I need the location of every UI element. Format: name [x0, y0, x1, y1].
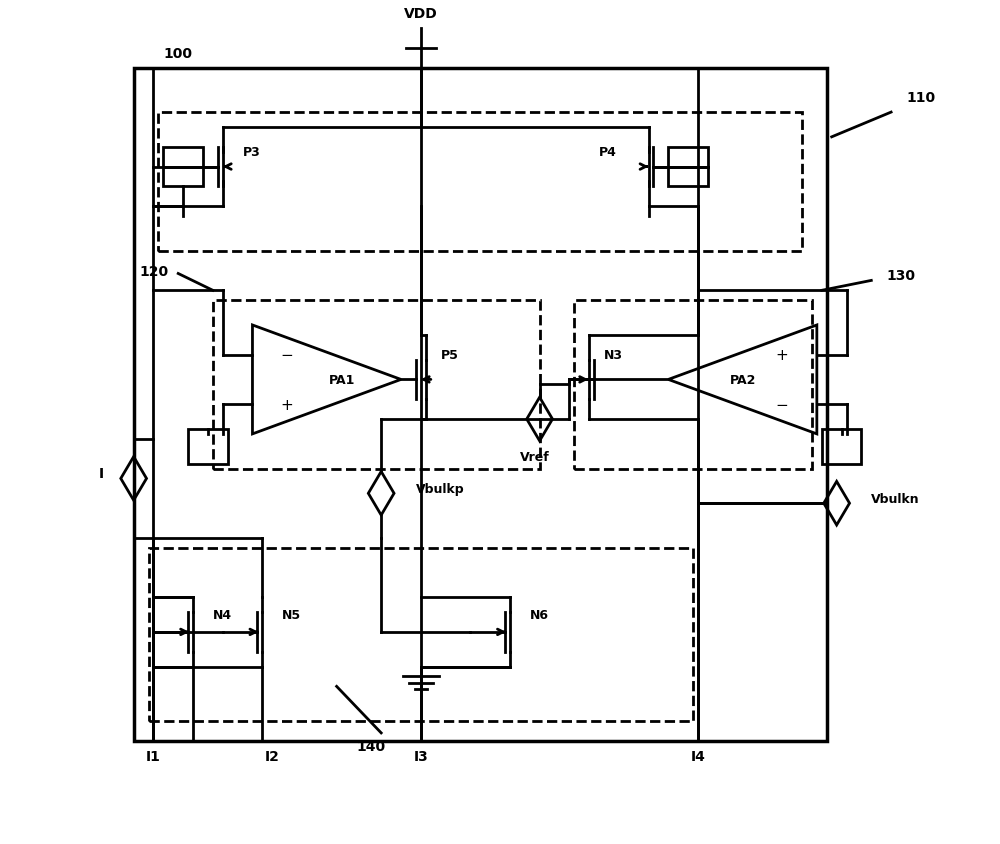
- Text: 100: 100: [163, 46, 192, 61]
- Text: P4: P4: [599, 146, 617, 159]
- Text: I3: I3: [413, 749, 428, 763]
- Text: −: −: [281, 348, 293, 363]
- Text: 120: 120: [139, 264, 168, 279]
- Text: P3: P3: [243, 146, 260, 159]
- Text: 140: 140: [357, 738, 386, 753]
- Text: VDD: VDD: [404, 7, 438, 21]
- Text: 110: 110: [906, 91, 935, 106]
- Bar: [134, 68, 827, 741]
- Bar: [188, 430, 228, 464]
- Text: N4: N4: [213, 608, 232, 621]
- Text: +: +: [281, 398, 293, 412]
- Text: I: I: [99, 467, 104, 481]
- Bar: [574, 300, 812, 469]
- Text: N6: N6: [530, 608, 549, 621]
- Bar: [158, 113, 802, 252]
- Text: +: +: [776, 348, 789, 363]
- Text: PA1: PA1: [328, 374, 355, 387]
- Text: 130: 130: [886, 269, 915, 283]
- Text: I1: I1: [146, 749, 161, 763]
- Bar: [149, 548, 693, 721]
- Text: −: −: [776, 398, 789, 412]
- Bar: [213, 300, 540, 469]
- Text: P5: P5: [441, 349, 458, 362]
- Text: Vbulkn: Vbulkn: [871, 492, 920, 506]
- Text: N5: N5: [282, 608, 301, 621]
- Bar: [822, 430, 861, 464]
- Bar: [163, 148, 203, 187]
- Text: Vref: Vref: [520, 451, 550, 463]
- Text: I2: I2: [265, 749, 280, 763]
- Text: I4: I4: [691, 749, 705, 763]
- Text: PA2: PA2: [729, 374, 756, 387]
- Text: Vbulkp: Vbulkp: [416, 482, 464, 495]
- Bar: [668, 148, 708, 187]
- Text: N3: N3: [604, 349, 623, 362]
